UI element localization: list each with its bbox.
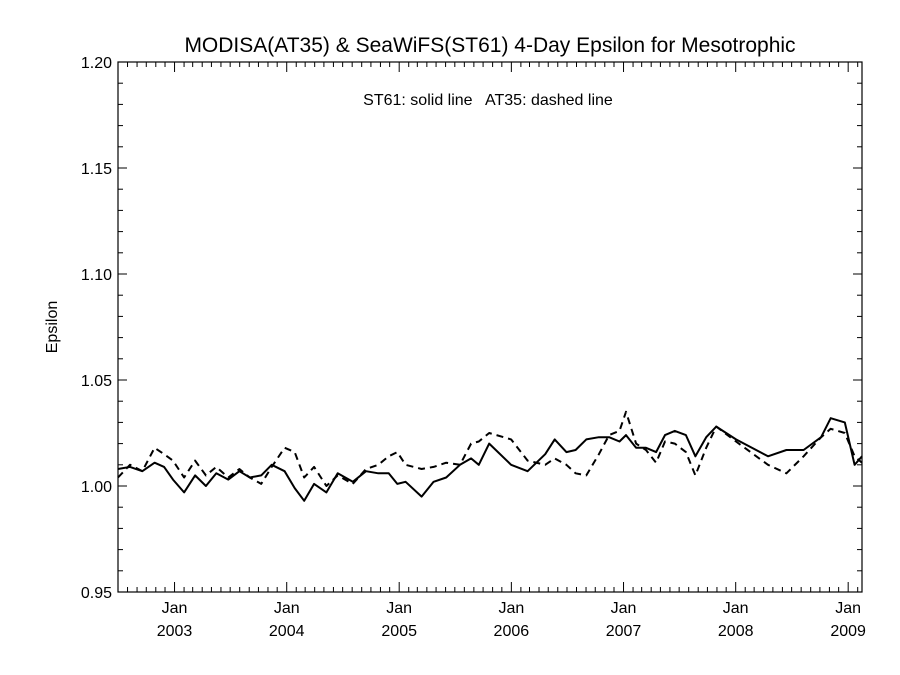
x-axis: Jan 2003 Jan 2004 Jan 2005 Jan 2006 Jan 2007 Jan 20…	[117, 62, 866, 640]
x-tick-year-label: 2008	[718, 623, 754, 640]
x-tick-year-label: 2004	[269, 623, 305, 640]
y-axis: 0.95 1.00 1.05 1.10 1.15 1.20	[81, 55, 862, 602]
x-tick-year-label: 2003	[157, 623, 193, 640]
series-line-st61	[117, 417, 863, 502]
x-tick-year-label: 2009	[830, 623, 866, 640]
x-tick-month-label: Jan	[835, 600, 861, 617]
y-axis-label: Epsilon	[44, 301, 61, 353]
x-tick-month-label: Jan	[498, 600, 524, 617]
chart-title: MODISA(AT35) & SeaWiFS(ST61) 4-Day Epsil…	[184, 34, 795, 57]
series-layer	[117, 410, 863, 502]
y-tick-label: 0.95	[81, 585, 112, 602]
series-style-annotation: ST61: solid line AT35: dashed line	[363, 92, 613, 109]
y-tick-label: 1.05	[81, 373, 112, 390]
x-tick-month-label: Jan	[386, 600, 412, 617]
series-line-at35	[117, 410, 863, 487]
x-tick-year-label: 2005	[381, 623, 417, 640]
y-tick-label: 1.15	[81, 161, 112, 178]
plot-frame	[117, 61, 863, 593]
x-tick-month-label: Jan	[611, 600, 637, 617]
x-tick-month-label: Jan	[723, 600, 749, 617]
x-tick-year-label: 2006	[494, 623, 530, 640]
y-tick-label: 1.20	[81, 55, 112, 72]
x-tick-year-label: 2007	[606, 623, 642, 640]
y-tick-label: 1.10	[81, 267, 112, 284]
x-tick-month-label: Jan	[162, 600, 188, 617]
y-tick-label: 1.00	[81, 479, 112, 496]
x-tick-month-label: Jan	[274, 600, 300, 617]
